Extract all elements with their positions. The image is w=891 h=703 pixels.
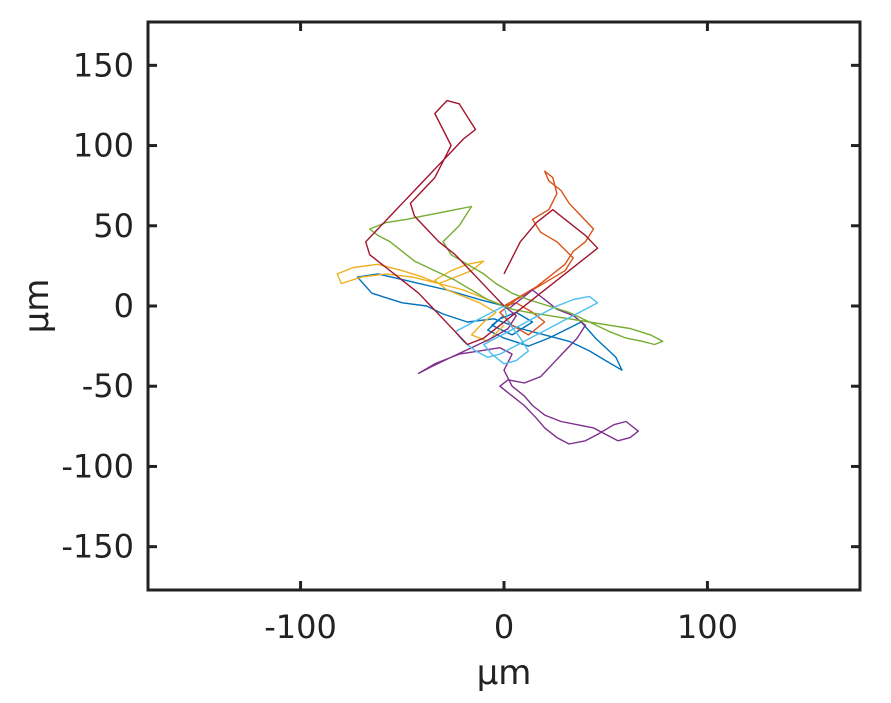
x-tick-label: -100 — [264, 608, 337, 646]
y-axis-label: μm — [17, 279, 57, 334]
series-layer — [336, 99, 664, 445]
y-tick-label: -150 — [61, 528, 134, 566]
trajectory-3 — [336, 260, 505, 342]
y-tick-label: 100 — [73, 127, 134, 165]
y-tick-label: 150 — [73, 46, 134, 84]
tick-layer: -100 0 100 150 100 50 0 -50 -100 -150 — [61, 22, 860, 646]
y-tick-label: -50 — [82, 367, 134, 405]
y-tick-label: 50 — [93, 207, 134, 245]
x-tick-label: 0 — [494, 608, 514, 646]
y-tick-label: 0 — [114, 287, 134, 325]
trajectory-1 — [356, 273, 623, 371]
x-axis-label: μm — [477, 653, 532, 693]
y-tick-label: -100 — [61, 447, 134, 485]
trajectory-5 — [369, 205, 664, 346]
trajectory-2 — [499, 170, 595, 336]
trajectory-4 — [417, 289, 639, 445]
x-tick-label: 100 — [677, 608, 738, 646]
trajectory-7 — [365, 99, 599, 346]
